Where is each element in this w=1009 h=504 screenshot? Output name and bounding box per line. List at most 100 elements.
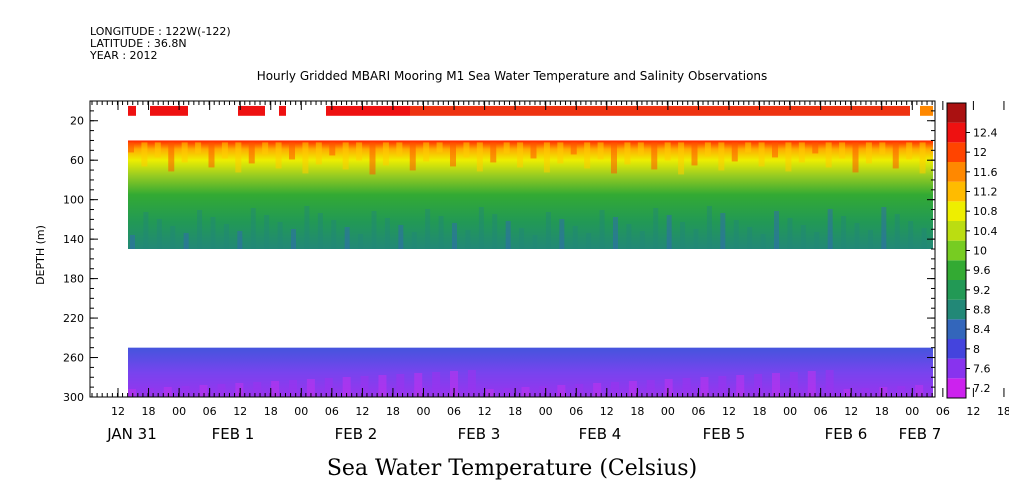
warm-streak [181,142,188,163]
x-hour-label: 06 [447,405,461,418]
colorbar-label: 10 [973,245,987,258]
warm-streak [342,142,349,170]
deep-streak [503,388,512,397]
warm-streak [879,142,886,155]
cool-streak [599,210,605,249]
deep-streak [289,380,297,397]
x-date-label: FEB 1 [212,425,255,443]
cool-streak [130,235,135,249]
warm-streak [758,142,765,167]
colorbar-swatch [947,240,966,261]
warm-streak [852,142,859,173]
deep-streak [557,385,566,397]
cool-streak [223,224,229,249]
deep-streak [575,384,584,397]
deep-streak [718,376,727,397]
deep-streak [342,377,351,397]
cool-streak [317,213,323,249]
x-hour-label: 12 [233,405,247,418]
cool-streak [344,227,350,249]
warm-streak [369,142,376,175]
deep-streak [181,386,190,397]
deep-streak [378,375,387,397]
x-hour-label: 06 [203,405,217,418]
warm-streak [208,142,215,168]
warm-streak [450,142,456,167]
warm-streak [584,142,591,169]
warm-streak [356,142,363,161]
colorbar-swatch [947,280,966,300]
cool-streak [545,212,551,249]
cool-streak [264,215,270,249]
cool-streak [626,224,632,249]
deep-streak [754,374,763,397]
x-date-label: FEB 5 [703,425,746,443]
cool-streak [452,223,457,249]
deep-streak [145,388,154,397]
cool-streak [760,234,766,249]
warm-streak [785,142,792,172]
latitude-label: LATITUDE : 36.8N [90,37,187,50]
deep-streak [807,371,816,397]
colorbar-swatch [947,142,966,162]
deep-streak [324,378,333,397]
warm-streak [731,142,738,162]
cool-streak [331,220,337,249]
warm-streak [463,142,470,158]
warm-streak [570,142,577,155]
y-tick-label: 140 [63,233,84,246]
deep-streak [861,388,870,397]
warm-streak [865,142,872,164]
surface-segment [150,105,188,116]
warm-streak [329,142,336,156]
deep-streak [736,375,745,397]
cool-streak [411,232,417,249]
colorbar-swatch [947,299,966,320]
deep-streak [414,373,423,397]
deep-streak [217,384,226,397]
cool-streak [519,228,525,249]
cool-streak [787,218,793,249]
cool-streak [291,229,296,249]
cool-streak [733,220,739,249]
longitude-label: LONGITUDE : 122W(-122) [90,25,231,38]
surface-segment [279,105,286,116]
y-axis: 20 60 100 140 180 220 260 300 [63,100,935,404]
colorbar-label: 8.8 [973,304,991,317]
deep-streak [646,380,655,397]
x-hour-label: 18 [508,405,522,418]
surface-segment [920,105,933,116]
x-hour-label: 12 [355,405,369,418]
chart-title: Hourly Gridded MBARI Mooring M1 Sea Wate… [257,69,768,83]
colorbar-label: 9.2 [973,284,991,297]
warm-streak [611,142,617,174]
colorbar-swatch [947,260,966,280]
x-hour-label: 18 [875,405,889,418]
warm-streak [597,142,604,160]
surface-segment [128,105,136,116]
colorbar-label: 8.4 [973,323,991,336]
x-date-label: FEB 3 [458,425,501,443]
warm-streak [543,142,550,173]
deep-streak [467,370,476,397]
warm-streak [141,142,148,167]
deep-streak [271,381,280,397]
warm-streak [704,142,711,157]
colorbar-swatch [947,339,966,359]
y-tick-label: 180 [63,273,84,286]
x-hour-label: 00 [417,405,431,418]
x-hour-label: 06 [325,405,339,418]
cool-streak [613,217,618,249]
warm-streak [798,142,805,163]
warm-streak [772,142,778,158]
year-label: YEAR : 2012 [89,49,158,62]
cool-streak [693,229,699,249]
cool-streak [492,214,498,249]
x-hour-label: 12 [844,405,858,418]
cool-streak [894,214,900,249]
warm-streak [235,142,242,173]
x-hour-label: 12 [111,405,125,418]
y-tick-label: 260 [63,352,84,365]
colorbar-swatch [947,221,966,241]
deep-streak [306,379,315,397]
